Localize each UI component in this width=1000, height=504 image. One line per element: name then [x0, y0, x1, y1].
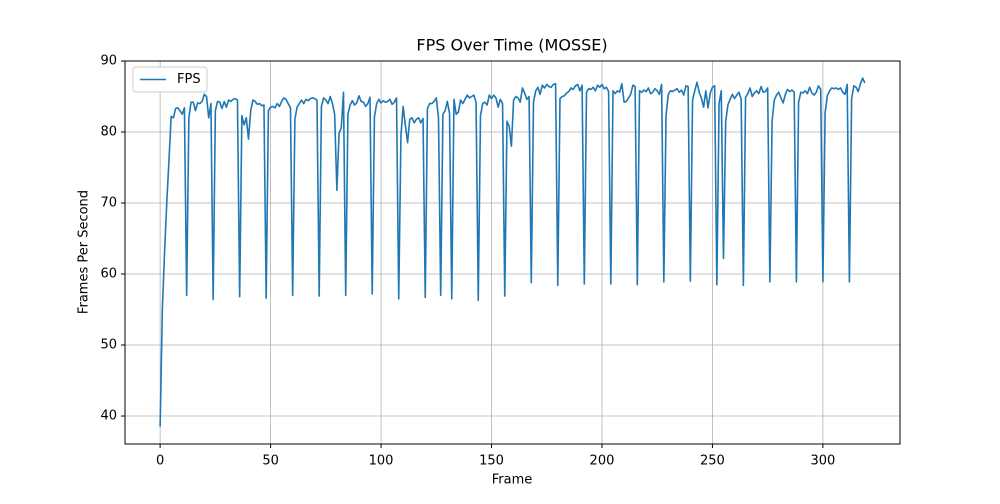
y-axis-label: Frames Per Second	[77, 190, 92, 314]
chart-title: FPS Over Time (MOSSE)	[416, 36, 607, 55]
y-tick-label: 50	[100, 338, 117, 353]
y-tick-label: 80	[100, 125, 117, 140]
x-tick-label: 150	[479, 454, 504, 469]
y-tick-label: 60	[100, 267, 117, 282]
line-series	[159, 77, 866, 427]
x-tick-label: 50	[262, 454, 279, 469]
x-axis-label: Frame	[492, 473, 533, 488]
legend-box	[132, 66, 208, 93]
y-tick-label: 90	[100, 54, 117, 69]
x-tick-label: 0	[156, 454, 164, 469]
y-tick-label: 70	[100, 196, 117, 211]
x-tick-label: 200	[590, 454, 615, 469]
x-tick-label: 300	[810, 454, 835, 469]
plot-frame	[124, 60, 901, 445]
x-tick-label: 250	[700, 454, 725, 469]
legend-label: FPS	[177, 72, 201, 87]
y-tick-label: 40	[100, 409, 117, 424]
x-tick-label: 100	[369, 454, 394, 469]
